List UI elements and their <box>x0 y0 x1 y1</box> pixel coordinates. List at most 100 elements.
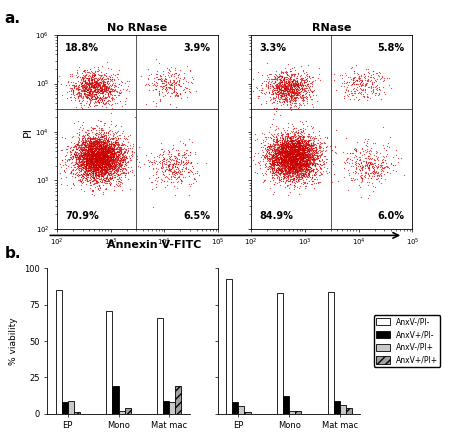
Point <box>107 140 115 147</box>
Point <box>309 151 317 158</box>
Point <box>292 134 299 141</box>
Point <box>289 147 296 154</box>
Point <box>295 161 303 168</box>
Point <box>118 154 126 161</box>
Point <box>289 145 296 152</box>
Point <box>156 72 164 79</box>
Point <box>102 178 110 185</box>
Point <box>115 131 122 138</box>
Point <box>80 137 87 144</box>
Point <box>286 166 293 173</box>
Point <box>288 83 296 90</box>
Point <box>295 161 303 168</box>
Point <box>296 103 303 110</box>
Point <box>308 155 315 162</box>
Point <box>286 150 293 157</box>
Point <box>92 129 100 136</box>
Point <box>291 143 298 150</box>
Point <box>282 149 289 156</box>
Point <box>292 99 299 106</box>
Point <box>101 143 109 150</box>
Point <box>96 156 104 163</box>
Point <box>296 166 303 173</box>
Point <box>105 137 113 144</box>
Point <box>100 72 108 79</box>
Point <box>289 169 297 176</box>
Point <box>308 146 315 153</box>
Point <box>100 161 108 169</box>
Point <box>81 150 88 158</box>
Point <box>170 88 178 95</box>
Point <box>87 158 94 165</box>
Point <box>149 86 156 93</box>
Point <box>135 144 142 151</box>
Point <box>276 163 283 170</box>
Point <box>293 148 301 155</box>
Point <box>93 81 101 88</box>
Point <box>165 166 173 173</box>
Point <box>100 165 108 172</box>
Point <box>280 158 287 165</box>
Point <box>98 152 106 159</box>
Point <box>187 78 194 85</box>
Point <box>282 166 290 173</box>
Point <box>81 143 88 150</box>
Point <box>300 154 307 161</box>
Point <box>293 147 301 154</box>
Point <box>271 160 279 167</box>
Point <box>91 150 99 158</box>
Point <box>280 91 287 98</box>
Point <box>98 144 106 151</box>
Point <box>358 174 366 181</box>
Point <box>86 80 93 87</box>
Point <box>300 156 307 163</box>
Point <box>305 145 312 152</box>
Point <box>97 157 105 164</box>
Point <box>275 165 283 172</box>
Point <box>88 177 96 184</box>
Point <box>95 164 102 171</box>
Point <box>310 180 318 187</box>
Point <box>277 151 285 158</box>
Point <box>287 153 294 160</box>
Point <box>294 105 302 112</box>
Point <box>308 162 316 169</box>
Point <box>99 155 107 162</box>
Point <box>284 166 292 173</box>
Point <box>90 147 98 154</box>
Point <box>126 157 134 164</box>
Point <box>310 137 317 144</box>
Point <box>291 147 299 154</box>
Point <box>291 164 299 171</box>
Point <box>61 161 69 168</box>
Point <box>279 144 286 151</box>
Point <box>72 94 79 101</box>
Point <box>70 81 78 88</box>
Point <box>277 140 284 147</box>
Point <box>281 157 288 164</box>
Point <box>108 159 115 166</box>
Point <box>301 137 308 144</box>
Point <box>292 162 300 169</box>
Point <box>278 82 285 89</box>
Point <box>93 178 100 185</box>
Point <box>294 142 301 149</box>
Point <box>358 176 365 183</box>
Point <box>99 158 106 165</box>
Point <box>86 150 93 157</box>
Point <box>273 88 281 95</box>
Point <box>299 151 307 158</box>
Bar <box>163 400 169 414</box>
Point <box>272 93 279 100</box>
Point <box>82 153 89 160</box>
Point <box>97 158 105 165</box>
Point <box>71 142 78 149</box>
Point <box>273 154 281 161</box>
Point <box>287 138 294 145</box>
Point <box>115 148 123 155</box>
Point <box>184 158 192 165</box>
Point <box>161 178 168 185</box>
Point <box>72 153 79 160</box>
Point <box>80 73 88 80</box>
Point <box>102 84 110 91</box>
